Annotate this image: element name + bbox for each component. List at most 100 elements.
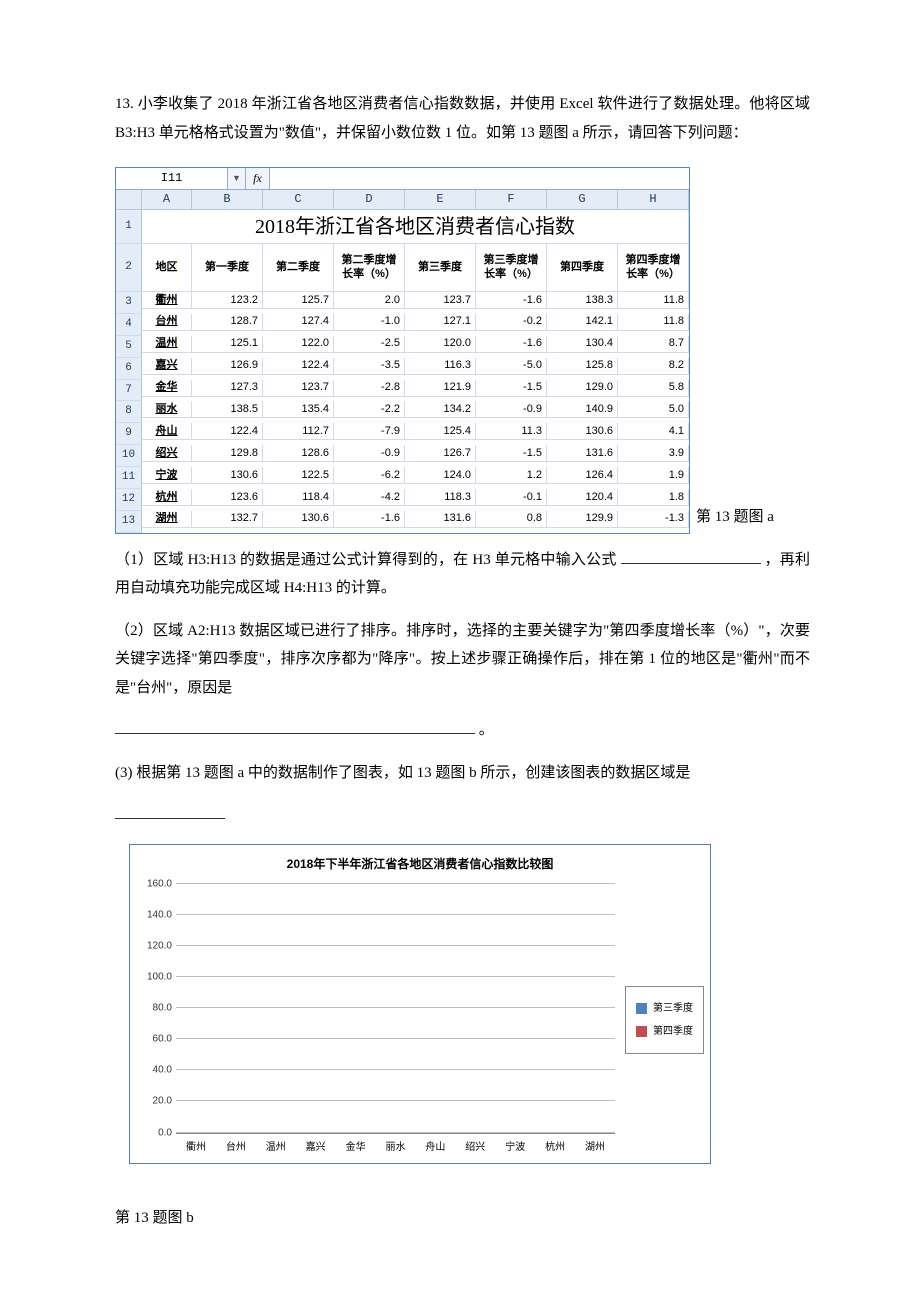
region-cell[interactable]: 嘉兴 (142, 358, 192, 375)
data-cell[interactable]: -1.0 (334, 314, 405, 331)
data-cell[interactable]: -1.6 (476, 336, 547, 353)
data-cell[interactable]: 128.6 (263, 445, 334, 462)
data-cell[interactable]: 132.7 (192, 511, 263, 528)
data-cell[interactable]: 125.1 (192, 336, 263, 353)
data-cell[interactable]: -7.9 (334, 423, 405, 440)
data-cell[interactable]: 127.1 (405, 314, 476, 331)
data-cell[interactable]: 126.4 (547, 467, 618, 484)
data-cell[interactable]: -1.5 (476, 380, 547, 397)
data-cell[interactable]: 11.3 (476, 423, 547, 440)
data-cell[interactable]: 3.9 (618, 445, 689, 462)
region-cell[interactable]: 台州 (142, 314, 192, 331)
data-cell[interactable]: -0.1 (476, 489, 547, 506)
data-cell[interactable]: -2.2 (334, 401, 405, 418)
data-cell[interactable]: 116.3 (405, 358, 476, 375)
data-cell[interactable]: 112.7 (263, 423, 334, 440)
table-header-6[interactable]: 第四季度 (547, 244, 618, 292)
data-cell[interactable]: 124.0 (405, 467, 476, 484)
data-cell[interactable]: 127.4 (263, 314, 334, 331)
data-cell[interactable]: -1.3 (618, 511, 689, 528)
data-cell[interactable]: 125.4 (405, 423, 476, 440)
data-cell[interactable]: 129.0 (547, 380, 618, 397)
fx-icon[interactable]: fx (246, 168, 270, 189)
row-header-2[interactable]: 2 (116, 244, 142, 292)
data-cell[interactable]: 2.0 (334, 292, 405, 309)
data-cell[interactable]: 134.2 (405, 401, 476, 418)
select-all-corner[interactable] (116, 190, 142, 210)
data-cell[interactable]: -6.2 (334, 467, 405, 484)
data-cell[interactable]: 120.4 (547, 489, 618, 506)
data-cell[interactable]: -4.2 (334, 489, 405, 506)
row-header-11[interactable]: 11 (116, 467, 142, 489)
data-cell[interactable]: 135.4 (263, 401, 334, 418)
data-cell[interactable]: 129.9 (547, 511, 618, 528)
data-cell[interactable]: 122.5 (263, 467, 334, 484)
row-header-3[interactable]: 3 (116, 292, 142, 314)
data-cell[interactable]: -1.6 (476, 292, 547, 309)
region-cell[interactable]: 宁波 (142, 467, 192, 484)
data-cell[interactable]: 8.7 (618, 336, 689, 353)
col-header-B[interactable]: B (192, 190, 263, 210)
data-cell[interactable]: 11.8 (618, 314, 689, 331)
data-cell[interactable]: 122.4 (192, 423, 263, 440)
data-cell[interactable]: 118.4 (263, 489, 334, 506)
sheet-title-cell[interactable]: 2018年浙江省各地区消费者信心指数 (142, 210, 689, 244)
data-cell[interactable]: -3.5 (334, 358, 405, 375)
data-cell[interactable]: 126.9 (192, 358, 263, 375)
data-cell[interactable]: 120.0 (405, 336, 476, 353)
region-cell[interactable]: 绍兴 (142, 445, 192, 462)
region-cell[interactable]: 丽水 (142, 401, 192, 418)
col-header-A[interactable]: A (142, 190, 192, 210)
data-cell[interactable]: 130.6 (547, 423, 618, 440)
data-cell[interactable]: 8.2 (618, 358, 689, 375)
region-cell[interactable]: 杭州 (142, 489, 192, 506)
data-cell[interactable]: -1.5 (476, 445, 547, 462)
col-header-H[interactable]: H (618, 190, 689, 210)
data-cell[interactable]: 123.2 (192, 292, 263, 309)
data-cell[interactable]: 1.8 (618, 489, 689, 506)
data-cell[interactable]: 123.6 (192, 489, 263, 506)
data-cell[interactable]: 4.1 (618, 423, 689, 440)
data-cell[interactable]: 125.7 (263, 292, 334, 309)
row-header-9[interactable]: 9 (116, 423, 142, 445)
data-cell[interactable]: 1.9 (618, 467, 689, 484)
row-header-6[interactable]: 6 (116, 358, 142, 380)
data-cell[interactable]: 142.1 (547, 314, 618, 331)
data-cell[interactable]: 5.8 (618, 380, 689, 397)
row-header-10[interactable]: 10 (116, 445, 142, 467)
data-cell[interactable]: -0.9 (334, 445, 405, 462)
data-cell[interactable]: 127.3 (192, 380, 263, 397)
data-cell[interactable]: 138.5 (192, 401, 263, 418)
row-header-5[interactable]: 5 (116, 336, 142, 358)
data-cell[interactable]: 121.9 (405, 380, 476, 397)
data-cell[interactable]: -0.2 (476, 314, 547, 331)
data-cell[interactable]: 123.7 (263, 380, 334, 397)
data-cell[interactable]: 130.6 (263, 511, 334, 528)
name-box-dropdown-icon[interactable]: ▼ (228, 168, 246, 189)
data-cell[interactable]: 123.7 (405, 292, 476, 309)
region-cell[interactable]: 衢州 (142, 292, 192, 309)
row-header-4[interactable]: 4 (116, 314, 142, 336)
data-cell[interactable]: 126.7 (405, 445, 476, 462)
data-cell[interactable]: 131.6 (547, 445, 618, 462)
data-cell[interactable]: 122.4 (263, 358, 334, 375)
data-cell[interactable]: 138.3 (547, 292, 618, 309)
data-cell[interactable]: 128.7 (192, 314, 263, 331)
data-cell[interactable]: 140.9 (547, 401, 618, 418)
table-header-3[interactable]: 第二季度增长率（%） (334, 244, 405, 292)
region-cell[interactable]: 温州 (142, 336, 192, 353)
table-header-4[interactable]: 第三季度 (405, 244, 476, 292)
data-cell[interactable]: 122.0 (263, 336, 334, 353)
row-header-13[interactable]: 13 (116, 511, 142, 533)
name-box[interactable]: I11 (116, 168, 228, 189)
data-cell[interactable]: 118.3 (405, 489, 476, 506)
data-cell[interactable]: -0.9 (476, 401, 547, 418)
row-header-1[interactable]: 1 (116, 210, 142, 244)
data-cell[interactable]: -1.6 (334, 511, 405, 528)
table-header-2[interactable]: 第二季度 (263, 244, 334, 292)
data-cell[interactable]: 11.8 (618, 292, 689, 309)
table-header-5[interactable]: 第三季度增长率（%） (476, 244, 547, 292)
region-cell[interactable]: 金华 (142, 380, 192, 397)
row-header-8[interactable]: 8 (116, 401, 142, 423)
data-cell[interactable]: -2.5 (334, 336, 405, 353)
